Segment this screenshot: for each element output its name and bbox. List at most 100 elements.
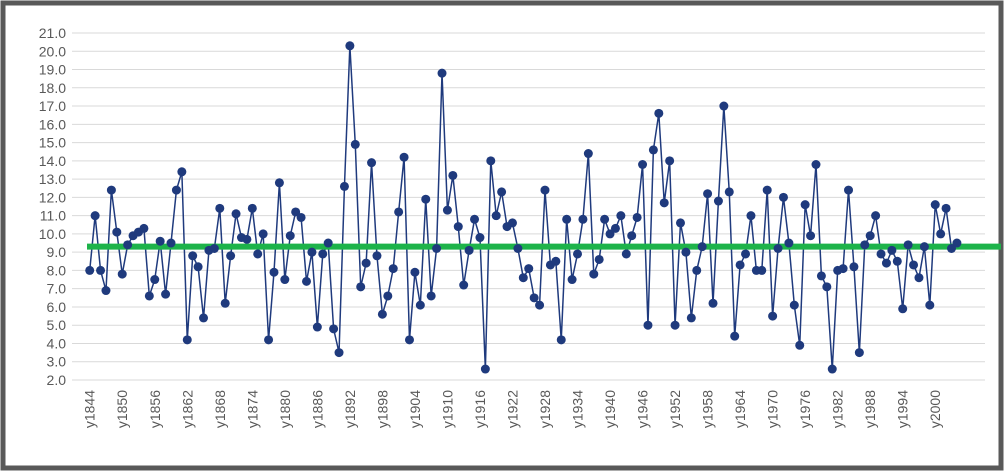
marker xyxy=(887,245,897,255)
marker xyxy=(654,108,664,118)
marker xyxy=(470,214,480,224)
marker xyxy=(735,260,745,270)
marker xyxy=(627,231,637,241)
marker xyxy=(838,264,848,274)
x-tick-label: y1964 xyxy=(732,390,748,428)
marker xyxy=(421,194,431,204)
marker xyxy=(844,185,854,195)
x-tick-label: y1928 xyxy=(537,390,553,428)
marker xyxy=(778,192,788,202)
marker xyxy=(171,185,181,195)
y-tick-label: 9.0 xyxy=(47,244,67,260)
marker xyxy=(594,254,604,264)
marker xyxy=(713,196,723,206)
marker xyxy=(659,198,669,208)
marker xyxy=(264,335,274,345)
y-tick-label: 6.0 xyxy=(47,299,67,315)
y-tick-label: 11.0 xyxy=(40,208,66,224)
marker xyxy=(144,291,154,301)
marker xyxy=(784,238,794,248)
x-tick-label: y1892 xyxy=(342,390,358,428)
x-tick-label: y1952 xyxy=(667,390,683,428)
marker xyxy=(155,236,165,246)
marker xyxy=(448,170,458,180)
marker xyxy=(437,68,447,78)
marker xyxy=(101,286,111,296)
marker xyxy=(329,324,339,334)
marker xyxy=(724,187,734,197)
marker xyxy=(96,265,106,275)
marker xyxy=(643,320,653,330)
y-tick-label: 16.0 xyxy=(39,116,66,132)
marker xyxy=(318,249,328,259)
marker xyxy=(876,249,886,259)
x-tick-label: y1856 xyxy=(147,390,163,428)
marker xyxy=(274,178,284,188)
marker xyxy=(952,238,962,248)
marker xyxy=(578,214,588,224)
marker xyxy=(898,304,908,314)
marker xyxy=(936,229,946,239)
x-tick-label: y1916 xyxy=(472,390,488,428)
marker xyxy=(800,200,810,210)
y-tick-label: 18.0 xyxy=(39,80,66,96)
marker xyxy=(616,211,626,221)
marker xyxy=(312,322,322,332)
marker xyxy=(394,207,404,217)
marker xyxy=(789,300,799,310)
marker xyxy=(741,249,751,259)
y-tick-label: 12.0 xyxy=(39,189,66,205)
y-tick-label: 14.0 xyxy=(39,153,66,169)
x-tick-label: y1970 xyxy=(765,390,781,428)
marker xyxy=(610,223,620,233)
x-tick-label: y1982 xyxy=(830,390,846,428)
marker xyxy=(388,264,398,274)
marker xyxy=(182,335,192,345)
marker xyxy=(686,313,696,323)
marker xyxy=(675,218,685,228)
marker xyxy=(231,209,241,219)
x-tick-label: y1844 xyxy=(82,390,98,428)
marker xyxy=(85,265,95,275)
x-tick-label: y1868 xyxy=(212,390,228,428)
marker xyxy=(703,189,713,199)
marker xyxy=(415,300,425,310)
marker xyxy=(399,152,409,162)
marker xyxy=(849,262,859,272)
marker xyxy=(464,245,474,255)
marker xyxy=(161,289,171,299)
marker xyxy=(811,159,821,169)
y-tick-label: 2.0 xyxy=(47,372,67,388)
y-tick-label: 17.0 xyxy=(39,98,66,114)
marker xyxy=(139,223,149,233)
y-tick-label: 3.0 xyxy=(47,354,67,370)
marker xyxy=(697,242,707,252)
marker xyxy=(112,227,122,237)
marker xyxy=(518,273,528,283)
marker xyxy=(621,249,631,259)
y-tick-label: 21.0 xyxy=(39,25,66,41)
marker xyxy=(930,200,940,210)
marker xyxy=(941,203,951,213)
marker xyxy=(730,331,740,341)
x-tick-label: y1934 xyxy=(570,390,586,428)
marker xyxy=(480,364,490,374)
marker xyxy=(638,159,648,169)
x-tick-label: y1958 xyxy=(700,390,716,428)
marker xyxy=(567,275,577,285)
marker xyxy=(670,320,680,330)
marker xyxy=(188,251,198,261)
marker xyxy=(285,231,295,241)
marker xyxy=(632,212,642,222)
marker xyxy=(648,145,658,155)
marker xyxy=(150,275,160,285)
marker xyxy=(892,256,902,266)
x-tick-label: y1904 xyxy=(407,390,423,428)
marker xyxy=(871,211,881,221)
marker xyxy=(903,240,913,250)
marker xyxy=(600,214,610,224)
y-tick-label: 20.0 xyxy=(39,43,66,59)
marker xyxy=(762,185,772,195)
x-tick-label: y1988 xyxy=(862,390,878,428)
